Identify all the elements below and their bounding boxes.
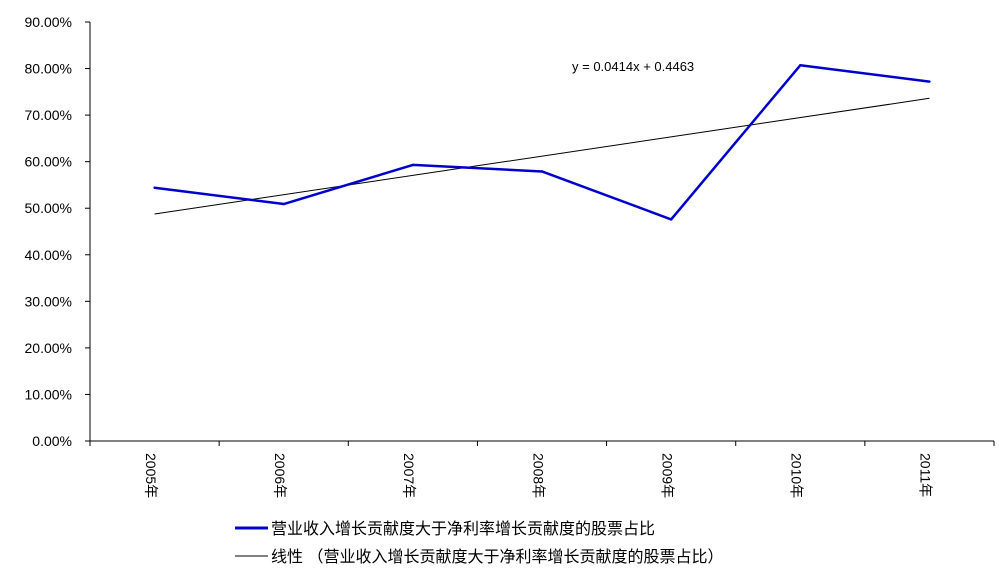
data-point [669, 218, 673, 221]
legend-trendline-label: 线性 （营业收入增长贡献度大于净利率增长贡献度的股票占比） [271, 548, 723, 566]
data-point [540, 170, 544, 173]
data-point [928, 80, 931, 83]
data-point [153, 186, 156, 189]
y-tick-label: 30.00% [25, 293, 72, 309]
y-tick-label: 10.00% [25, 386, 72, 402]
x-tick-label: 2005年 [143, 453, 159, 498]
trendline-equation: y = 0.0414x + 0.4463 [572, 59, 694, 74]
data-point [411, 163, 415, 167]
legend: 营业收入增长贡献度大于净利率增长贡献度的股票占比 线性 （营业收入增长贡献度大于… [235, 520, 723, 566]
plot-area [153, 64, 931, 221]
x-tick-label: 2011年 [918, 453, 934, 497]
x-axis: 2005年 2006年 2007年 2008年 2009年 2010年 2011年 [89, 440, 995, 498]
trendline [154, 97, 930, 215]
legend-series-label: 营业收入增长贡献度大于净利率增长贡献度的股票占比 [271, 520, 655, 538]
y-tick-label: 80.00% [25, 61, 72, 77]
x-tick-label: 2008年 [530, 453, 546, 498]
y-tick-label: 50.00% [25, 200, 72, 216]
y-tick-label: 70.00% [25, 107, 72, 123]
data-point [799, 64, 802, 67]
y-tick-label: 60.00% [25, 154, 72, 170]
x-tick-label: 2007年 [401, 453, 417, 498]
x-tick-label: 2010年 [789, 453, 805, 498]
y-tick-label: 90.00% [25, 14, 72, 30]
y-tick-label: 40.00% [25, 247, 72, 263]
y-axis: 0.00% 10.00% 20.00% 30.00% 40.00% 50.00% 60.00… [25, 14, 91, 449]
y-tick-label: 20.00% [25, 340, 72, 356]
data-point [282, 202, 285, 206]
x-tick-label: 2006年 [272, 453, 288, 498]
x-tick-label: 2009年 [659, 453, 675, 498]
y-tick-label: 0.00% [32, 433, 72, 449]
